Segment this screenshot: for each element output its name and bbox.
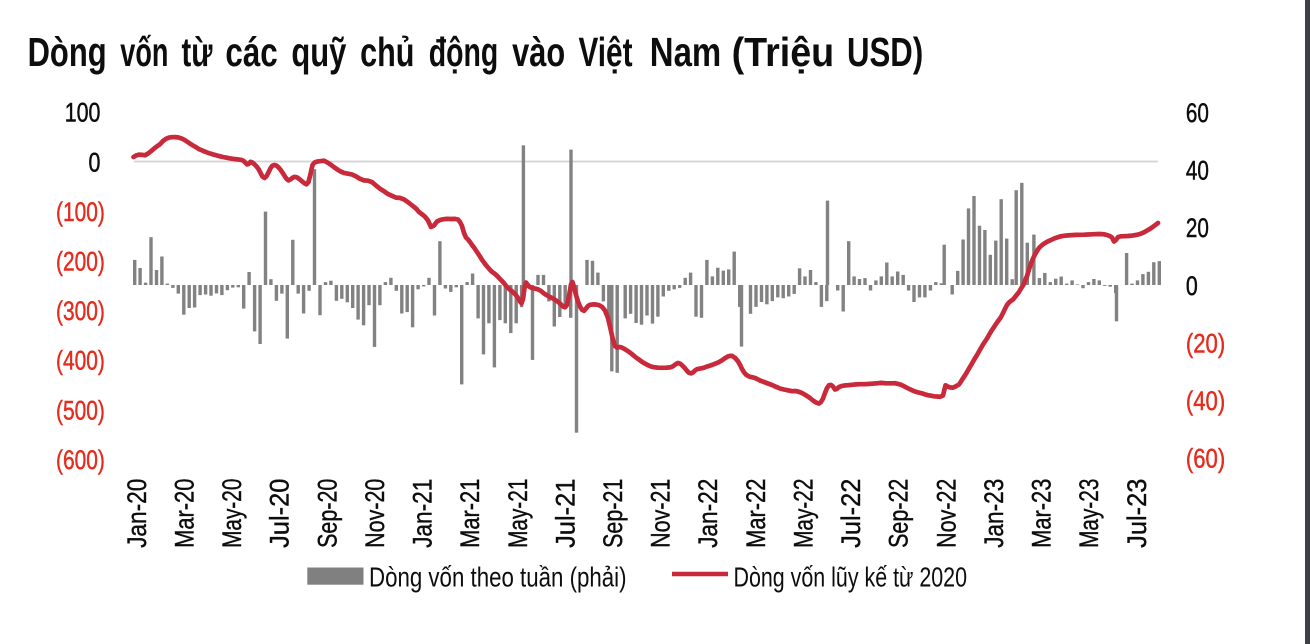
svg-text:(300): (300) — [56, 296, 105, 326]
svg-text:từ: từ — [182, 29, 213, 75]
svg-text:Mar-22: Mar-22 — [741, 479, 771, 548]
svg-text:Jul-22: Jul-22 — [836, 479, 866, 548]
svg-text:(600): (600) — [56, 445, 105, 475]
svg-text:(20): (20) — [1186, 328, 1225, 358]
svg-text:(40): (40) — [1186, 386, 1225, 416]
svg-text:Dòng vốn lũy kế từ 2020: Dòng vốn lũy kế từ 2020 — [734, 562, 968, 593]
svg-text:20: 20 — [1186, 213, 1209, 243]
svg-text:(200): (200) — [56, 247, 105, 277]
svg-text:Jul-20: Jul-20 — [265, 479, 295, 548]
svg-text:Jul-23: Jul-23 — [1122, 479, 1152, 548]
svg-text:(60): (60) — [1186, 444, 1225, 474]
svg-text:Sep-21: Sep-21 — [598, 479, 628, 548]
svg-text:Jan-22: Jan-22 — [693, 479, 723, 548]
svg-text:Mar-23: Mar-23 — [1027, 479, 1057, 548]
svg-text:các: các — [225, 29, 277, 75]
svg-text:Sep-20: Sep-20 — [312, 479, 342, 548]
svg-text:Dòng vốn theo tuần (phải): Dòng vốn theo tuần (phải) — [369, 562, 627, 593]
svg-text:May-21: May-21 — [503, 479, 533, 548]
svg-text:0: 0 — [1186, 271, 1198, 301]
svg-text:60: 60 — [1186, 98, 1209, 128]
svg-text:Jul-21: Jul-21 — [550, 479, 580, 548]
svg-text:Nov-20: Nov-20 — [360, 479, 390, 548]
svg-text:Sep-22: Sep-22 — [884, 479, 914, 548]
svg-text:Jan-20: Jan-20 — [122, 479, 152, 548]
svg-text:(100): (100) — [56, 197, 105, 227]
svg-text:Nam: Nam — [650, 29, 721, 75]
svg-text:0: 0 — [89, 147, 101, 177]
svg-text:Việt: Việt — [579, 29, 633, 75]
svg-text:100: 100 — [65, 98, 101, 128]
svg-text:May-22: May-22 — [789, 479, 819, 548]
svg-text:40: 40 — [1186, 156, 1209, 186]
svg-text:vốn: vốn — [120, 29, 168, 75]
svg-text:(500): (500) — [56, 395, 105, 425]
svg-text:Mar-21: Mar-21 — [455, 479, 485, 548]
svg-text:quỹ: quỹ — [291, 29, 346, 75]
svg-text:động: động — [429, 29, 499, 75]
svg-text:Jan-23: Jan-23 — [979, 479, 1009, 548]
svg-text:(Triệu: (Triệu — [732, 29, 835, 75]
svg-text:Mar-20: Mar-20 — [169, 479, 199, 548]
svg-text:Dòng: Dòng — [28, 29, 107, 75]
svg-text:May-20: May-20 — [217, 479, 247, 548]
svg-text:Nov-21: Nov-21 — [646, 479, 676, 548]
svg-text:Jan-21: Jan-21 — [408, 479, 438, 548]
svg-text:Nov-22: Nov-22 — [931, 479, 961, 548]
svg-text:May-23: May-23 — [1074, 479, 1104, 548]
svg-text:vào: vào — [512, 29, 565, 75]
svg-text:(400): (400) — [56, 346, 105, 376]
svg-text:chủ: chủ — [360, 29, 414, 75]
svg-text:USD): USD) — [847, 29, 923, 75]
